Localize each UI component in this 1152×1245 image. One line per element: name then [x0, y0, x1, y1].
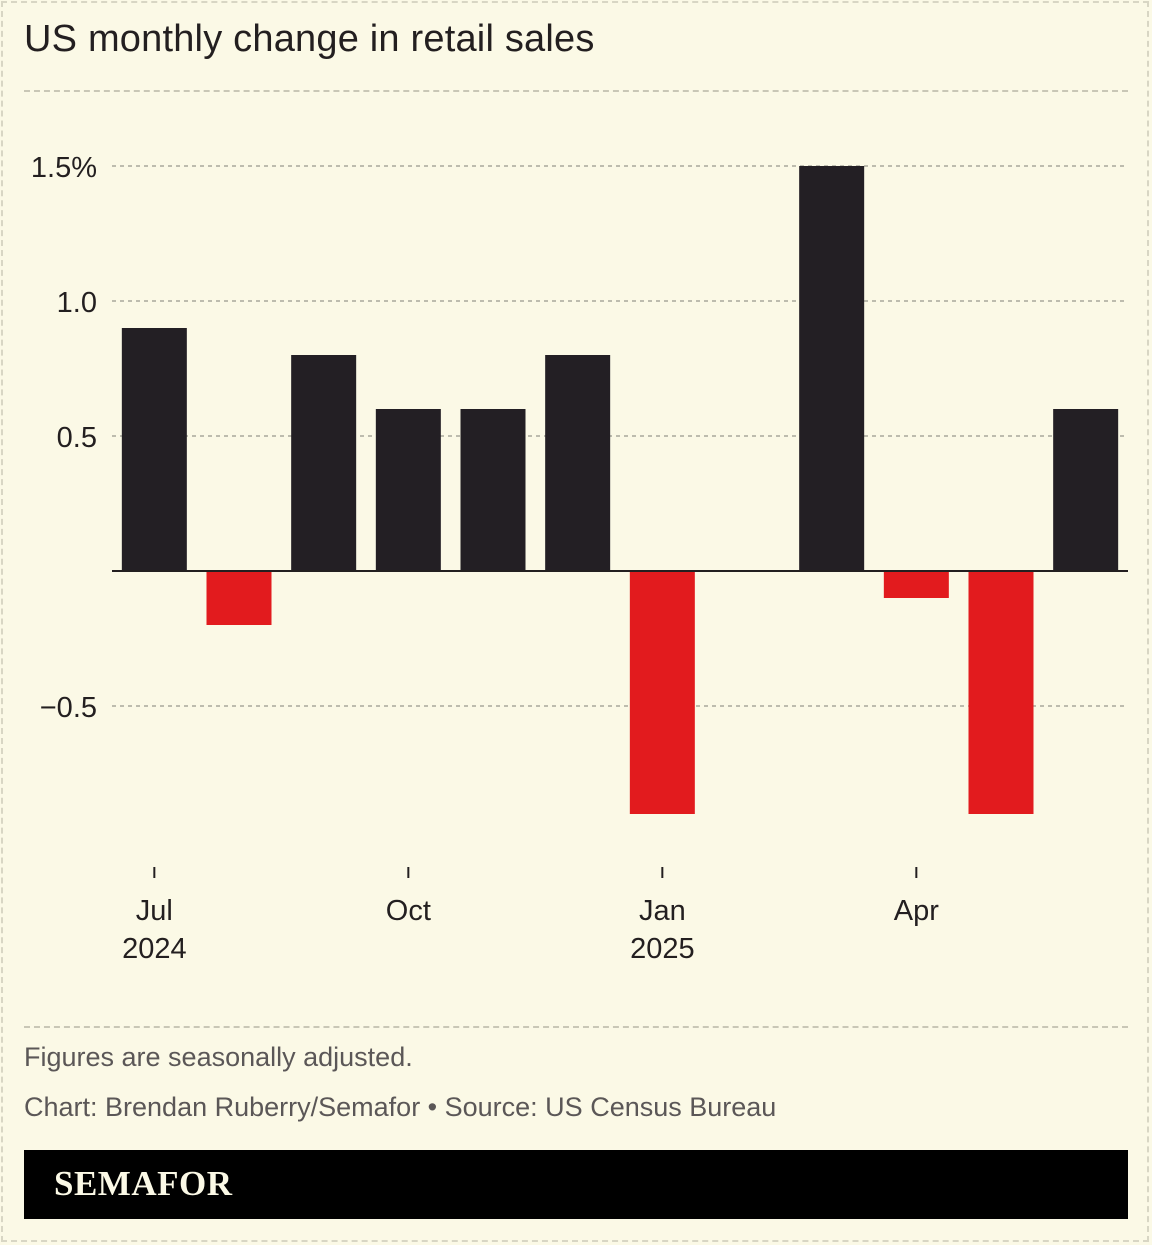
footer-divider [24, 1026, 1128, 1028]
x-tick-year-label: 2024 [122, 933, 187, 965]
bar [1053, 409, 1119, 571]
y-tick-label: 1.0 [57, 287, 97, 319]
adjustment-note: Figures are seasonally adjusted. [24, 1042, 413, 1072]
x-tick-year-label: 2025 [630, 933, 695, 965]
y-tick-label: 0.5 [57, 422, 97, 454]
bar [121, 328, 187, 571]
bar [206, 571, 272, 625]
bar [883, 571, 949, 598]
bar [629, 571, 695, 814]
x-tick-label: Apr [894, 895, 939, 927]
x-tick-label: Oct [386, 895, 431, 927]
x-tick-label: Jul [136, 895, 173, 927]
y-tick-label: 1.5% [31, 152, 97, 184]
brand-footer: SEMAFOR [24, 1150, 1128, 1219]
x-tick-label: Jan [639, 895, 686, 927]
bar [291, 355, 357, 571]
bar [375, 409, 441, 571]
bar [460, 409, 526, 571]
source-credit: Chart: Brendan Ruberry/Semafor • Source:… [24, 1092, 777, 1122]
bar-chart: 1.5% 1.0 0.5 −0.5 Jul 2024 Oct Jan 2025 Apr [31, 152, 1128, 965]
title-divider [24, 90, 1128, 92]
chart-title: US monthly change in retail sales [24, 18, 595, 60]
bar [545, 355, 611, 571]
y-tick-label: −0.5 [40, 692, 97, 724]
bar [799, 166, 865, 571]
semafor-logo[interactable]: SEMAFOR [54, 1164, 233, 1203]
bar [968, 571, 1034, 814]
